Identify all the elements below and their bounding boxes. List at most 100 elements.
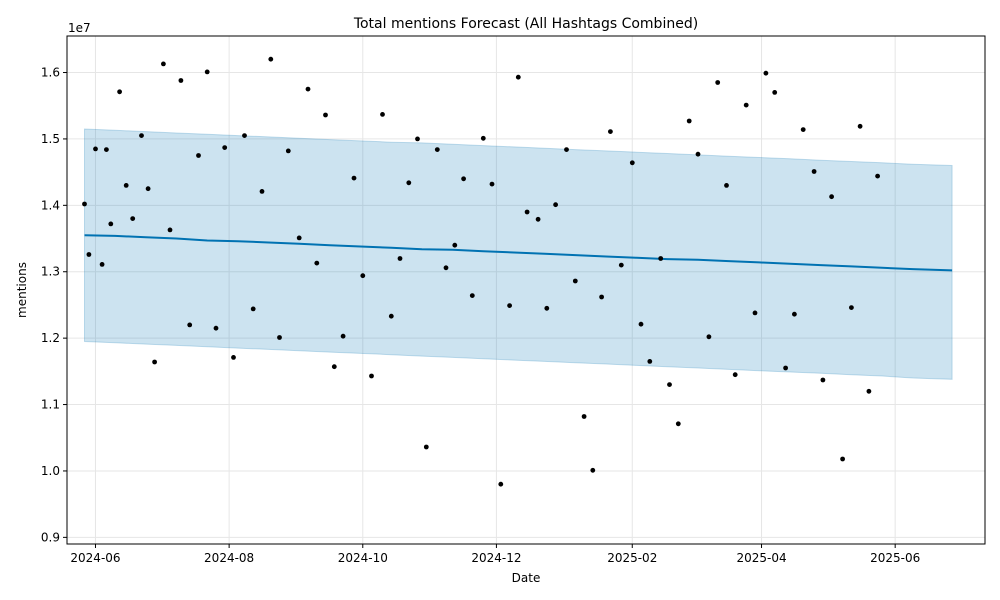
observed-point bbox=[820, 377, 826, 383]
observed-point bbox=[406, 180, 412, 186]
x-tick-label: 2024-06 bbox=[70, 551, 120, 565]
y-tick-label: 1.5 bbox=[41, 132, 60, 146]
observed-point bbox=[544, 305, 550, 311]
observed-point bbox=[686, 118, 692, 124]
observed-point bbox=[145, 186, 151, 192]
x-tick-label: 2025-06 bbox=[870, 551, 920, 565]
y-offset-label: 1e7 bbox=[68, 21, 91, 35]
observed-point bbox=[388, 313, 394, 319]
observed-point bbox=[599, 294, 604, 300]
observed-point bbox=[213, 325, 219, 331]
observed-point bbox=[658, 256, 664, 261]
y-tick-label: 0.9 bbox=[41, 530, 60, 544]
y-tick-label: 1.4 bbox=[41, 198, 60, 212]
observed-point bbox=[840, 456, 845, 462]
observed-point bbox=[829, 194, 834, 200]
observed-point bbox=[535, 216, 541, 222]
observed-point bbox=[231, 355, 236, 360]
observed-point bbox=[259, 189, 265, 194]
observed-point bbox=[581, 414, 587, 419]
observed-point bbox=[515, 74, 521, 80]
grid-lines bbox=[67, 36, 985, 544]
observed-point bbox=[695, 151, 701, 157]
observed-point bbox=[763, 70, 769, 76]
observed-point bbox=[724, 183, 729, 188]
x-tick-label: 2025-02 bbox=[607, 551, 657, 565]
plot-frame bbox=[66, 35, 986, 545]
observed-point bbox=[323, 112, 328, 118]
observed-point bbox=[351, 175, 357, 181]
observed-point bbox=[242, 133, 247, 139]
observed-point bbox=[618, 262, 624, 268]
observed-point bbox=[360, 273, 366, 279]
y-tick-label: 1.6 bbox=[41, 66, 60, 80]
observed-point bbox=[800, 127, 806, 132]
observed-point bbox=[187, 322, 193, 328]
observed-point bbox=[715, 80, 721, 85]
observed-points bbox=[82, 56, 880, 487]
observed-point bbox=[277, 335, 282, 340]
observed-point bbox=[415, 136, 420, 142]
observed-point bbox=[108, 221, 114, 227]
y-axis-label: mentions bbox=[15, 262, 29, 318]
observed-point bbox=[564, 147, 569, 153]
observed-point bbox=[480, 135, 486, 141]
y-tick-label: 1.2 bbox=[41, 331, 60, 345]
observed-point bbox=[305, 86, 311, 92]
observed-point bbox=[139, 133, 144, 139]
uncertainty-band-area bbox=[84, 128, 953, 380]
observed-point bbox=[222, 145, 228, 151]
x-tick-label: 2025-04 bbox=[736, 551, 786, 565]
x-tick-label: 2024-10 bbox=[338, 551, 388, 565]
observed-point bbox=[590, 467, 596, 473]
observed-point bbox=[152, 359, 158, 365]
observed-point bbox=[369, 373, 374, 379]
observed-point bbox=[99, 262, 105, 267]
observed-point bbox=[314, 260, 320, 266]
observed-point bbox=[608, 129, 613, 135]
y-tick-label: 1.3 bbox=[41, 265, 60, 279]
x-tick-label: 2024-12 bbox=[471, 551, 521, 565]
observed-point bbox=[397, 256, 403, 261]
observed-point bbox=[772, 90, 778, 95]
observed-point bbox=[498, 481, 504, 487]
observed-point bbox=[443, 265, 449, 271]
observed-point bbox=[629, 160, 635, 166]
observed-point bbox=[866, 388, 872, 394]
observed-point bbox=[469, 293, 475, 298]
observed-point bbox=[875, 173, 880, 179]
observed-point bbox=[331, 364, 337, 370]
observed-point bbox=[461, 176, 466, 182]
observed-point bbox=[647, 359, 653, 364]
observed-point bbox=[104, 147, 109, 153]
observed-point bbox=[117, 89, 122, 95]
observed-point bbox=[452, 242, 458, 248]
observed-point bbox=[743, 102, 749, 108]
observed-point bbox=[204, 69, 210, 75]
observed-point bbox=[123, 183, 129, 188]
observed-point bbox=[667, 382, 672, 387]
observed-point bbox=[167, 227, 173, 233]
observed-point bbox=[434, 147, 440, 153]
x-tick-label: 2024-08 bbox=[204, 551, 254, 565]
observed-point bbox=[93, 146, 98, 152]
observed-point bbox=[423, 444, 429, 450]
observed-point bbox=[706, 334, 712, 340]
forecast-line bbox=[84, 234, 953, 272]
observed-point bbox=[285, 148, 291, 154]
observed-point bbox=[178, 78, 184, 83]
x-axis-ticks: 2024-06 2024-08 2024-10 2024-12 2025-02 2025-… bbox=[70, 544, 920, 565]
observed-point bbox=[296, 235, 302, 241]
forecast-series-line bbox=[84, 234, 953, 272]
observed-point bbox=[752, 310, 758, 316]
observed-point bbox=[675, 421, 681, 427]
observed-point bbox=[268, 56, 274, 62]
observed-point bbox=[340, 333, 346, 339]
x-axis-label: Date bbox=[512, 571, 541, 585]
observed-point bbox=[161, 61, 166, 67]
y-axis-ticks: 0.9 1.0 1.1 1.2 1.3 1.4 1.5 1.6 bbox=[41, 66, 67, 544]
chart-title: Total mentions Forecast (All Hashtags Co… bbox=[353, 16, 698, 32]
observed-point bbox=[638, 321, 644, 327]
y-tick-label: 1.0 bbox=[41, 464, 60, 478]
observed-point bbox=[196, 153, 201, 158]
